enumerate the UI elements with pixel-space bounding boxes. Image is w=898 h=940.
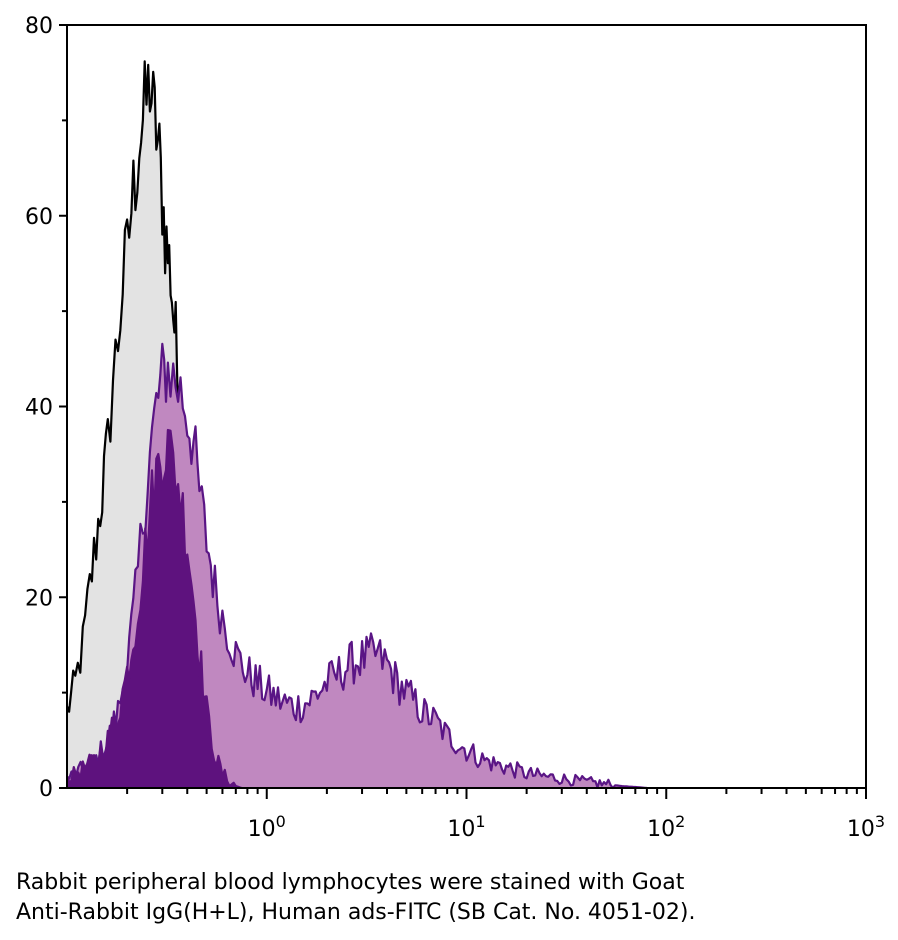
y-tick-label-4: 80 xyxy=(25,14,53,39)
y-tick-label-3: 60 xyxy=(25,205,53,230)
caption-line-2: Anti-Rabbit IgG(H+L), Human ads-FITC (SB… xyxy=(16,900,696,925)
histogram-chart: 0 20 40 60 80 100 101 102 103 xyxy=(25,14,885,842)
x-tick-label-0: 100 xyxy=(248,812,286,842)
series-2-line xyxy=(65,428,243,790)
x-tick-label-3: 103 xyxy=(847,812,885,842)
x-tick-label-2: 102 xyxy=(647,812,685,842)
series-2-area xyxy=(67,430,242,788)
series-1-line xyxy=(66,342,647,790)
y-tick-label-2: 40 xyxy=(25,396,53,421)
axis-layer: 0 20 40 60 80 100 101 102 103 xyxy=(25,14,885,842)
x-tick-label-1: 101 xyxy=(447,812,485,842)
figure-caption: Rabbit peripheral blood lymphocytes were… xyxy=(16,868,886,928)
series-layer xyxy=(65,60,647,790)
y-tick-label-0: 0 xyxy=(39,777,53,802)
caption-line-1: Rabbit peripheral blood lymphocytes were… xyxy=(16,870,685,895)
series-1-area xyxy=(67,343,647,788)
y-tick-label-1: 20 xyxy=(25,586,53,611)
